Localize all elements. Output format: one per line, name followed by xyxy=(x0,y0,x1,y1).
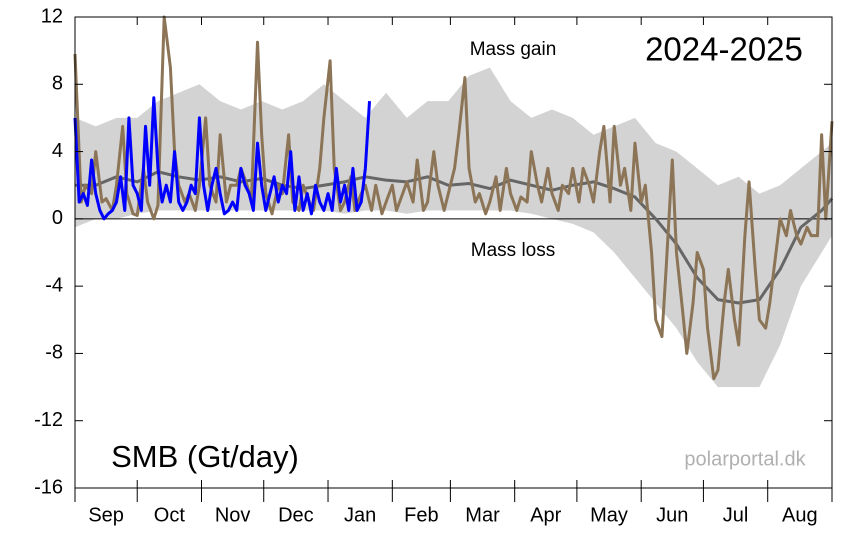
x-tick-label: Jun xyxy=(656,504,688,526)
x-tick-label: Feb xyxy=(404,504,438,526)
y-tick-label: -4 xyxy=(45,274,63,296)
plot-frame xyxy=(74,16,833,489)
x-tick-label: Jul xyxy=(723,504,749,526)
y-tick-label: -16 xyxy=(34,476,63,498)
data-line xyxy=(73,96,372,221)
y-axis-label: SMB (Gt/day) xyxy=(111,439,299,474)
x-tick-label: May xyxy=(590,504,628,526)
y-tick-label: 8 xyxy=(52,73,63,95)
annotation: Mass gain xyxy=(470,39,557,60)
source: polarportal.dk xyxy=(684,448,806,470)
y-tick-label: 12 xyxy=(41,5,63,27)
plot-area xyxy=(73,15,834,388)
x-tick-label: Apr xyxy=(530,504,561,526)
range-band xyxy=(75,67,832,388)
y-tick-label: -8 xyxy=(45,342,63,364)
chart-title: 2024-2025 xyxy=(645,31,803,68)
annotation: Mass loss xyxy=(471,240,555,261)
x-tick-label: Jan xyxy=(344,504,376,526)
x-tick-label: Nov xyxy=(215,504,251,526)
x-tick-label: Mar xyxy=(465,504,500,526)
x-tick-label: Dec xyxy=(278,504,314,526)
x-tick-label: Oct xyxy=(154,504,186,526)
y-tick-label: 4 xyxy=(52,140,63,162)
x-tick-label: Aug xyxy=(782,504,818,526)
y-tick-label: 0 xyxy=(52,207,63,229)
x-tick-label: Sep xyxy=(88,504,124,526)
y-tick-label: -12 xyxy=(34,409,63,431)
